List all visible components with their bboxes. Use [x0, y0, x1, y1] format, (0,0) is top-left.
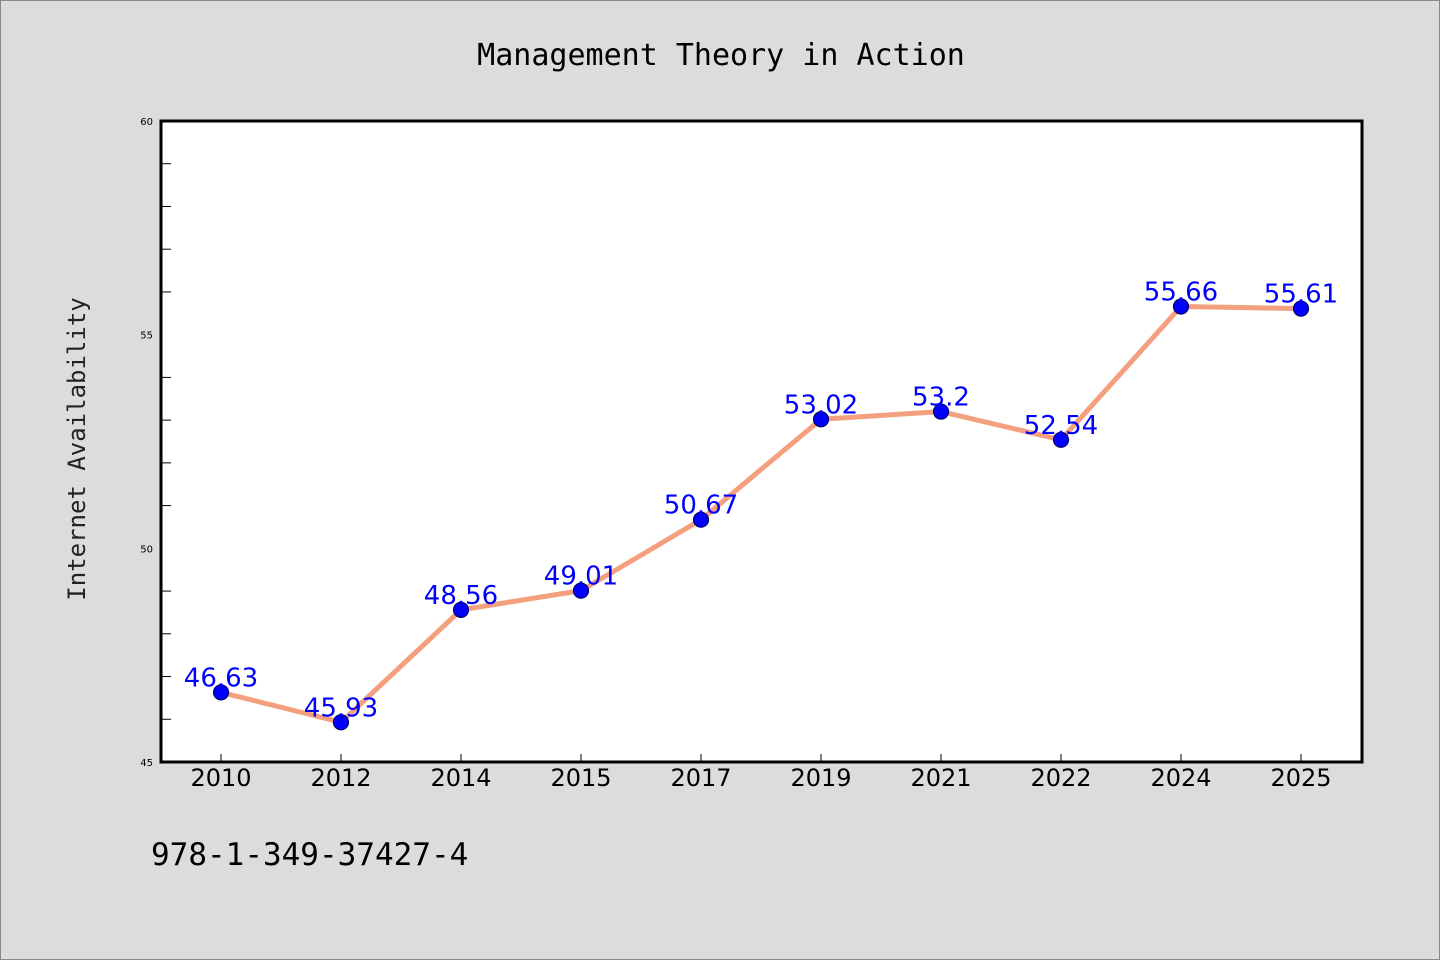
data-point: [1172, 298, 1190, 315]
x-tick-label: 2017: [670, 764, 731, 792]
x-tick-label: 2010: [190, 764, 251, 792]
data-point: [692, 511, 710, 528]
x-tick-label: 2025: [1270, 764, 1331, 792]
y-tick-label: 55: [140, 331, 153, 342]
data-point: [1292, 300, 1310, 317]
data-point: [572, 582, 590, 599]
y-tick-label: 50: [140, 544, 153, 555]
x-tick-label: 2022: [1030, 764, 1091, 792]
series-line: [218, 303, 1304, 725]
data-label: 52.54: [1024, 411, 1098, 441]
y-tick-label: 60: [140, 117, 153, 128]
x-tick-label: 2014: [430, 764, 491, 792]
data-label: 55.61: [1264, 280, 1338, 310]
y-axis: 45 50 55 60: [140, 117, 171, 769]
data-label: 49.01: [544, 562, 618, 592]
y-tick-label: 45: [140, 758, 153, 769]
data-point: [812, 411, 830, 428]
x-tick-label: 2021: [910, 764, 971, 792]
data-label: 48.56: [424, 581, 498, 611]
data-point: [1052, 431, 1070, 448]
data-point: [212, 684, 230, 701]
x-axis: 2010 2012 2014 2015 2017 2019 2021 2022 2024 2025: [190, 754, 1332, 792]
data-label: 45.93: [304, 693, 378, 723]
y-axis-label: Internet Availability: [63, 297, 91, 600]
data-point: [932, 403, 950, 420]
chart-title: Management Theory in Action: [477, 38, 965, 73]
data-label: 53.02: [784, 390, 858, 420]
x-tick-label: 2024: [1150, 764, 1211, 792]
data-point: [332, 714, 350, 731]
plot-area: [159, 119, 1364, 764]
data-label: 55.66: [1144, 277, 1218, 307]
data-point: [452, 601, 470, 618]
data-label: 50.67: [664, 491, 738, 521]
data-label: 53.2: [912, 383, 970, 413]
data-label: 46.63: [184, 663, 258, 693]
series-layer: 46.63 45.93 48.56 49.01 50.67 53.02 53.2 52.54 5…: [184, 277, 1338, 731]
x-tick-label: 2015: [550, 764, 611, 792]
x-tick-label: 2019: [790, 764, 851, 792]
isbn-text: 978-1-349-37427-4: [151, 837, 468, 873]
x-tick-label: 2012: [310, 764, 371, 792]
